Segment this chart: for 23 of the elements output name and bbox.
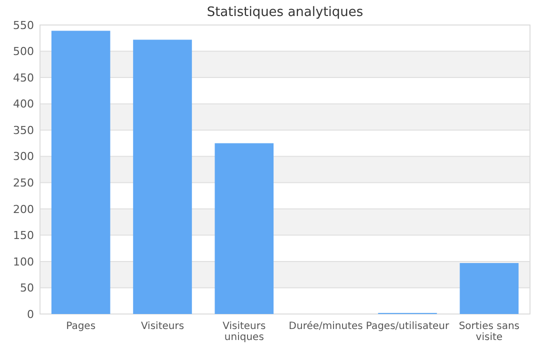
x-tick-label: Pages xyxy=(66,321,96,332)
bar xyxy=(460,263,519,314)
y-tick-label: 150 xyxy=(13,229,34,242)
y-tick-label: 250 xyxy=(13,176,34,190)
bar xyxy=(51,30,110,314)
x-tick-label: Visiteurs xyxy=(140,321,184,332)
x-tick-label: Durée/minutes xyxy=(288,321,363,332)
y-tick-label: 450 xyxy=(13,71,34,84)
y-tick-label: 350 xyxy=(13,124,34,137)
y-tick-label: 100 xyxy=(13,255,34,268)
chart-title: Statistiques analytiques xyxy=(206,5,364,20)
y-tick-label: 50 xyxy=(20,282,34,295)
y-tick-label: 500 xyxy=(13,45,34,58)
x-tick-label: Pages/utilisateur xyxy=(366,321,450,332)
y-tick-label: 400 xyxy=(13,98,34,111)
bar xyxy=(214,143,274,314)
y-tick-label: 0 xyxy=(27,308,34,321)
x-tick-label: Visiteurs uniques xyxy=(222,321,266,343)
y-tick-label: 300 xyxy=(13,150,34,164)
y-tick-label: 550 xyxy=(13,18,34,32)
bar xyxy=(133,40,192,314)
x-tick-label: Sorties sans visite xyxy=(458,321,520,343)
y-tick-label: 200 xyxy=(13,202,34,216)
